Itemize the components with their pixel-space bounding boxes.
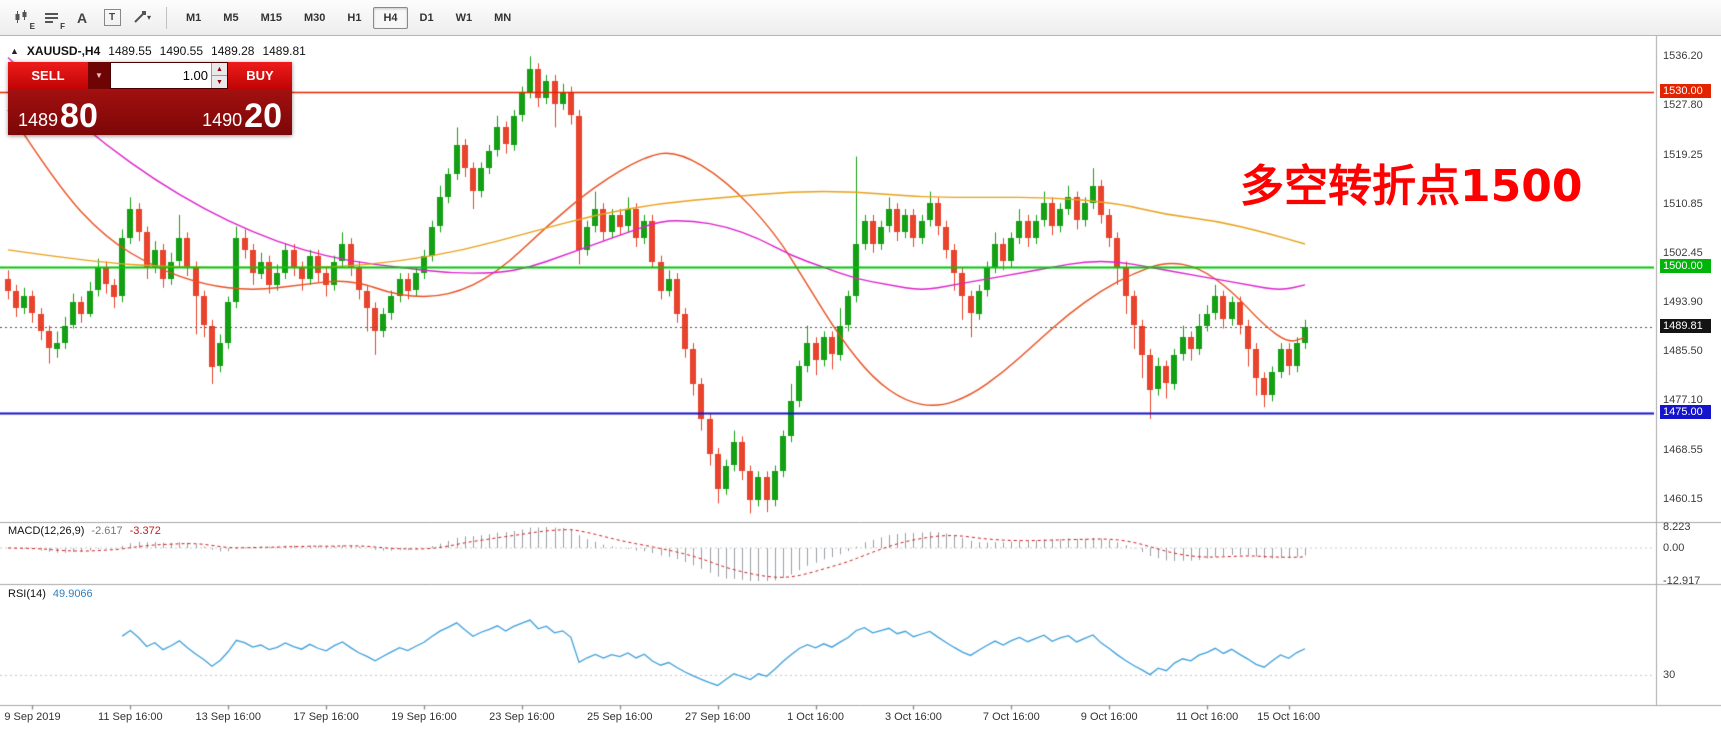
symbol-label: XAUUSD-,H4 [26,44,101,58]
time-axis-label: 7 Oct 16:00 [982,711,1040,723]
volume-input[interactable]: 1.00 [182,68,208,83]
timeframe-button-w1[interactable]: W1 [455,11,473,24]
pencil-glyph-icon [134,11,146,23]
text-label-icon[interactable]: A [76,9,88,26]
time-axis-label: 9 Oct 16:00 [1080,711,1138,723]
time-axis-label: 3 Oct 16:00 [885,711,942,723]
price-level-badge: 1530.00 [1660,84,1711,99]
icon-sub-label: F [60,21,65,31]
macd-axis-label: -12.917 [1663,575,1701,587]
volume-field: 1.00 ▲ ▼ [110,62,228,89]
price-level-badge: 1500.00 [1660,259,1711,274]
caret-down-icon: ▼ [95,71,103,80]
collapse-arrow-icon[interactable]: ▲ [10,46,19,56]
timeframe-button-h4[interactable]: H4 [373,6,408,29]
timeframe-button-h1[interactable]: H1 [347,11,362,24]
rsi-title: RSI(14) [8,588,46,600]
time-axis-label: 1 Oct 16:00 [787,711,844,723]
price-tick: 1477.10 [1663,394,1703,407]
price-tick: 1519.25 [1663,148,1703,161]
price-tick: 1493.90 [1663,296,1703,309]
time-axis-label: 11 Oct 16:00 [1176,711,1239,723]
time-axis-label: 27 Sep 16:00 [684,711,751,723]
volume-increase-button[interactable]: ▲ [212,63,227,76]
rsi-value: 49.9066 [52,588,93,600]
open-value: 1489.55 [108,44,152,58]
price-axis[interactable]: 1536.20 1527.80 1519.25 1510.85 1502.45 1493.… [1660,0,1721,732]
sell-price[interactable]: 1489 80 [18,97,98,136]
candlestick-glyph-icon [15,10,26,23]
timeframe-button-m30[interactable]: M30 [303,11,326,24]
buy-price-main: 1490 [202,110,243,131]
timeframe-button-m1[interactable]: M1 [186,11,202,24]
macd-axis-label: 0.00 [1663,542,1685,554]
rsi-panel-label: RSI(14) 49.9066 [8,588,93,600]
caret-down-icon: ▾ [146,13,151,22]
price-tick: 1460.15 [1663,493,1703,506]
chart-ohlc-header: ▲ XAUUSD-,H4 1489.55 1490.55 1489.28 148… [10,44,306,58]
time-axis-label: 17 Sep 16:00 [293,711,359,723]
volume-stepper: ▲ ▼ [211,63,227,88]
time-axis-label: 11 Sep 16:00 [98,711,163,723]
price-tick: 1468.55 [1663,444,1703,457]
sell-price-main: 1489 [18,110,59,131]
buy-price-pips: 20 [244,97,282,136]
text-box-icon[interactable]: T [98,5,126,31]
top-toolbar: E F A T ▾ M1 M5 M15 M30 H1 H4 D1 W1 MN [0,0,1721,36]
chart-window-icon[interactable]: E [8,5,36,31]
time-axis-label: 15 Oct 16:00 [1257,711,1321,723]
timeframe-group: M1 M5 M15 M30 H1 H4 D1 W1 MN [175,6,522,29]
time-axis-label: 25 Sep 16:00 [587,711,653,723]
price-tick: 1527.80 [1663,98,1703,111]
time-axis-label: 9 Sep 2019 [4,711,61,723]
volume-decrease-button[interactable]: ▼ [212,76,227,88]
high-value: 1490.55 [159,44,204,58]
timeframe-button-mn[interactable]: MN [494,11,512,24]
macd-axis-label: 8.223 [1663,521,1691,533]
timeframe-button-m15[interactable]: M15 [260,11,282,24]
toolbar-separator [166,6,167,29]
sell-button[interactable]: SELL [8,62,88,89]
macd-title: MACD(12,26,9) [8,525,85,537]
time-axis-label: 19 Sep 16:00 [391,711,457,723]
price-tick: 1502.45 [1663,246,1703,259]
trade-options-caret[interactable]: ▼ [88,62,110,89]
macd-panel-label: MACD(12,26,9) -2.617 -3.372 [8,525,161,537]
price-tick: 1485.50 [1663,345,1703,358]
macd-signal-value: -3.372 [129,525,161,537]
low-value: 1489.28 [211,44,255,58]
list-glyph-icon [45,12,58,23]
rsi-level-label: 30 [1663,669,1676,682]
one-click-trading-panel: SELL ▼ 1.00 ▲ ▼ BUY 1489 80 1490 20 [8,62,292,135]
timeframe-button-d1[interactable]: D1 [419,11,434,24]
macd-value: -2.617 [91,525,123,537]
draw-tools-icon[interactable]: ▾ [128,5,156,31]
sell-price-pips: 80 [60,97,98,136]
price-tick: 1510.85 [1663,197,1703,210]
price-tick: 1536.20 [1663,49,1703,62]
price-level-badge: 1489.81 [1660,318,1711,333]
buy-price[interactable]: 1490 20 [202,97,282,136]
time-axis-label: 23 Sep 16:00 [489,711,555,723]
time-axis[interactable]: 9 Sep 2019 11 Sep 16:00 13 Sep 16:00 17 Sep… [0,706,1660,732]
price-level-badge: 1475.00 [1660,405,1711,420]
timeframe-button-m5[interactable]: M5 [223,11,239,24]
close-value: 1489.81 [262,44,306,58]
tick-list-icon[interactable]: F [38,5,66,31]
chart-annotation: 多空转折点1500 [1240,161,1583,212]
time-axis-label: 13 Sep 16:00 [195,711,261,723]
buy-button[interactable]: BUY [228,62,292,89]
icon-sub-label: E [29,21,35,31]
